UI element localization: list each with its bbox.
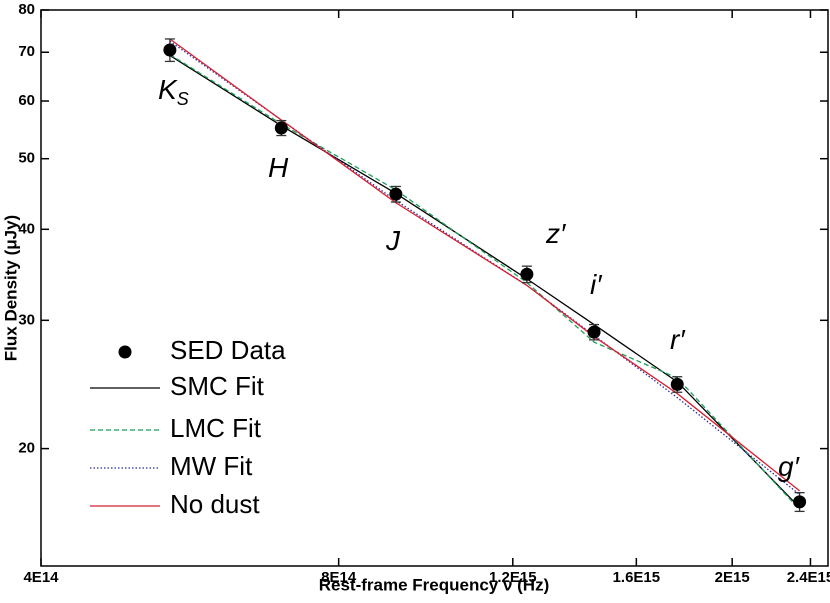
x-tick-label: 8E14 — [321, 569, 357, 586]
y-tick-label: 70 — [18, 43, 35, 60]
x-tick-label: 2.4E15 — [787, 569, 830, 586]
legend-marker — [118, 345, 132, 359]
legend-label: LMC Fit — [170, 413, 262, 443]
y-tick-label: 20 — [18, 440, 35, 457]
y-tick-label: 40 — [18, 220, 35, 237]
x-tick-label: 1.2E15 — [489, 569, 537, 586]
band-name: K — [158, 74, 178, 105]
y-tick-label: 60 — [18, 92, 35, 109]
data-point — [587, 325, 601, 339]
legend-label: SED Data — [170, 335, 286, 365]
fit-line — [169, 53, 801, 510]
fit-line — [169, 40, 800, 495]
band-label: J — [385, 225, 401, 256]
band-label: i′ — [590, 269, 603, 300]
y-axis-label: Flux Density (μJy) — [1, 215, 20, 361]
fit-line — [169, 54, 801, 509]
x-tick-label: 1.6E15 — [613, 569, 661, 586]
band-name: J — [385, 225, 401, 256]
y-tick-label: 30 — [18, 311, 35, 328]
data-point — [670, 377, 684, 391]
band-label: r′ — [670, 324, 686, 355]
band-label: KS — [158, 74, 189, 108]
band-name: r′ — [670, 324, 686, 355]
data-point — [163, 43, 177, 57]
y-tick-label: 80 — [18, 1, 35, 18]
band-label: H — [268, 152, 289, 183]
plot-frame — [40, 9, 829, 567]
legend-label: No dust — [170, 489, 260, 519]
x-axis-label: Rest-frame Frequency ν (Hz) — [319, 575, 550, 594]
band-name: z′ — [545, 218, 567, 249]
data-point — [520, 267, 534, 281]
fit-line — [169, 38, 801, 492]
band-name: g′ — [778, 451, 801, 482]
y-tick-label: 50 — [18, 150, 35, 167]
data-point — [389, 187, 403, 201]
legend-label: SMC Fit — [170, 371, 265, 401]
x-tick-label: 4E14 — [23, 569, 59, 586]
band-name: i′ — [590, 269, 603, 300]
x-tick-label: 2E15 — [715, 569, 750, 586]
band-label: g′ — [778, 451, 801, 482]
band-name: H — [268, 152, 289, 183]
band-label: z′ — [545, 218, 567, 249]
data-point — [793, 495, 807, 509]
data-point — [274, 121, 288, 135]
legend-label: MW Fit — [170, 451, 253, 481]
band-sub: S — [177, 89, 189, 109]
